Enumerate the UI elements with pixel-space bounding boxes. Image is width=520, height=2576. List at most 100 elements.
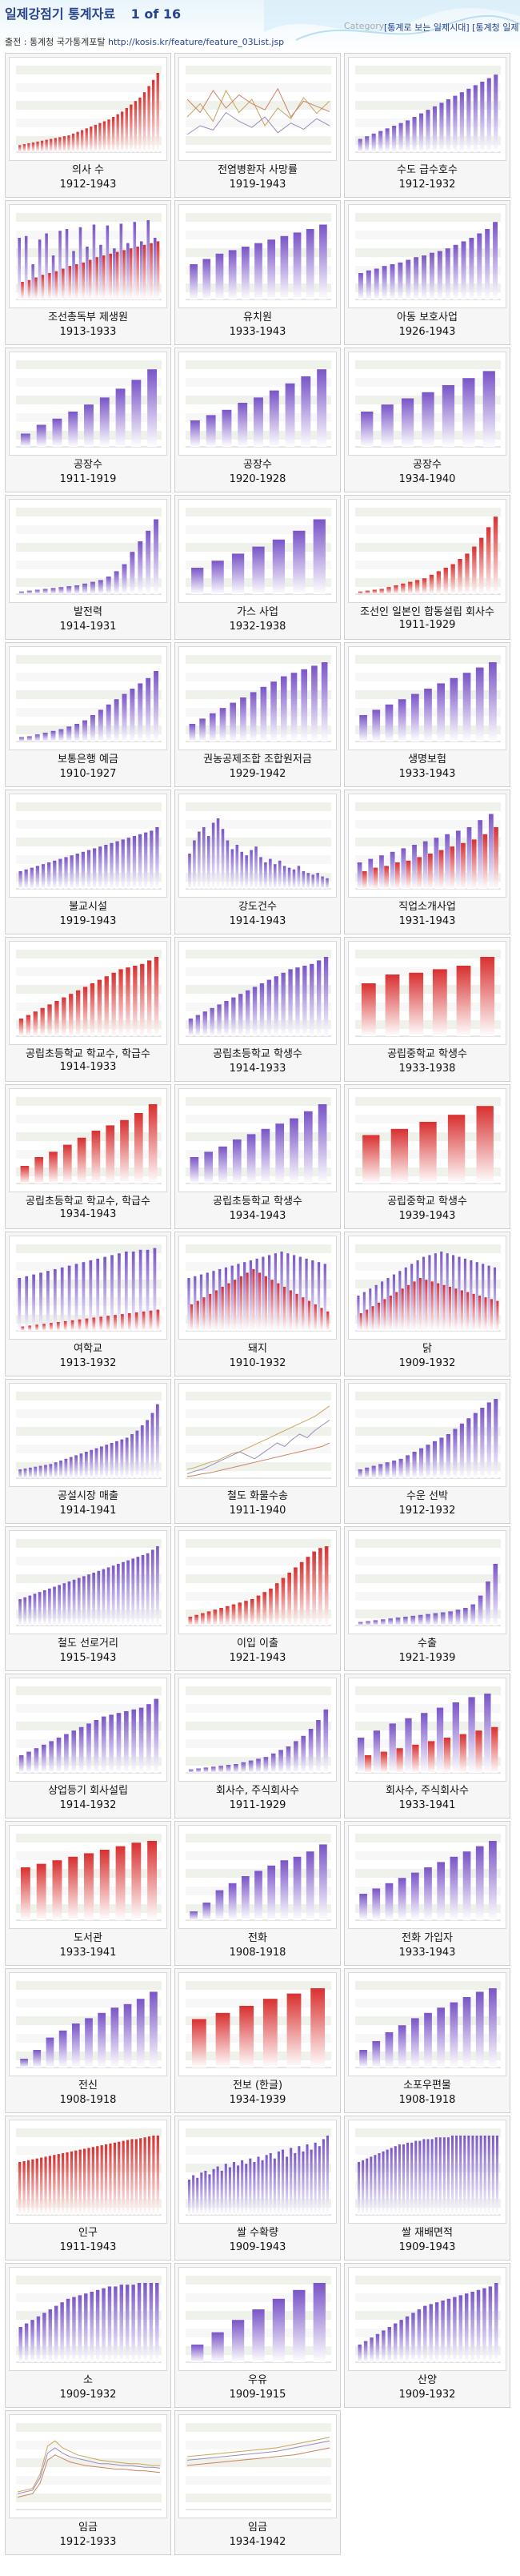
chart-thumbnail[interactable] bbox=[9, 499, 167, 603]
chart-thumbnail[interactable] bbox=[9, 2267, 167, 2371]
chart-caption-title[interactable]: 공립초등학교 학교수, 학급수 1934-1943 bbox=[26, 1196, 150, 1220]
chart-tile[interactable]: 쌀 재배면적 1909-1943 bbox=[344, 2116, 510, 2261]
chart-caption-title[interactable]: 공장수 bbox=[413, 459, 442, 471]
chart-caption-title[interactable]: 공립초등학교 학생수 bbox=[213, 1048, 302, 1060]
chart-thumbnail[interactable] bbox=[348, 941, 506, 1045]
chart-thumbnail[interactable] bbox=[9, 1678, 167, 1782]
chart-thumbnail[interactable] bbox=[348, 1678, 506, 1782]
chart-tile[interactable]: 직업소개사업 1931-1943 bbox=[344, 790, 510, 934]
chart-thumbnail[interactable] bbox=[348, 1088, 506, 1192]
chart-thumbnail[interactable] bbox=[9, 2414, 167, 2518]
chart-tile[interactable]: 수도 급수호수 1912-1932 bbox=[344, 53, 510, 198]
chart-thumbnail[interactable] bbox=[348, 352, 506, 456]
chart-tile[interactable]: 공장수 1934-1940 bbox=[344, 348, 510, 492]
chart-thumbnail[interactable] bbox=[348, 794, 506, 898]
chart-tile[interactable]: 전보 (한글) 1934-1939 bbox=[174, 1968, 341, 2113]
chart-thumbnail[interactable] bbox=[178, 1383, 337, 1487]
chart-thumbnail[interactable] bbox=[178, 2414, 337, 2518]
chart-tile[interactable]: 쌀 수확량 1909-1943 bbox=[174, 2116, 341, 2261]
chart-thumbnail[interactable] bbox=[9, 352, 167, 456]
chart-caption-title[interactable]: 전보 (한글) bbox=[232, 2080, 283, 2092]
chart-thumbnail[interactable] bbox=[9, 204, 167, 308]
chart-tile[interactable]: 공립초등학교 학교수, 학급수 1914-1933 bbox=[5, 937, 171, 1082]
chart-tile[interactable]: 상업등기 회사설립 1914-1932 bbox=[5, 1674, 171, 1818]
chart-thumbnail[interactable] bbox=[178, 1088, 337, 1192]
chart-tile[interactable]: 조선인 일본인 합동설립 회사수 1911-1929 bbox=[344, 495, 510, 640]
chart-thumbnail[interactable] bbox=[9, 794, 167, 898]
chart-caption-title[interactable]: 강도건수 bbox=[238, 901, 277, 913]
chart-tile[interactable]: 공립초등학교 학생수 1914-1933 bbox=[174, 937, 341, 1082]
chart-caption-title[interactable]: 소포우편물 bbox=[403, 2080, 451, 2092]
chart-tile[interactable]: 여학교 1913-1932 bbox=[5, 1232, 171, 1376]
chart-caption-title[interactable]: 회사수, 주식회사수 bbox=[386, 1785, 469, 1797]
chart-caption-title[interactable]: 공립초등학교 학교수, 학급수 1914-1933 bbox=[26, 1048, 150, 1073]
chart-caption-title[interactable]: 임금 bbox=[78, 2522, 98, 2534]
chart-thumbnail[interactable] bbox=[178, 1678, 337, 1782]
chart-tile[interactable]: 공립중학교 학생수 1939-1943 bbox=[344, 1084, 510, 1229]
chart-thumbnail[interactable] bbox=[178, 57, 337, 161]
chart-caption-title[interactable]: 수출 bbox=[418, 1638, 437, 1650]
chart-thumbnail[interactable] bbox=[9, 646, 167, 750]
chart-caption-title[interactable]: 공립중학교 학생수 bbox=[387, 1196, 467, 1208]
chart-tile[interactable]: 철도 선로거리 1915-1943 bbox=[5, 1526, 171, 1671]
chart-tile[interactable]: 생명보험 1933-1943 bbox=[344, 642, 510, 787]
chart-caption-title[interactable]: 전신 bbox=[78, 2080, 98, 2092]
chart-caption-title[interactable]: 수도 급수호수 bbox=[397, 164, 458, 176]
chart-tile[interactable]: 유치원 1933-1943 bbox=[174, 200, 341, 345]
source-link[interactable]: http://kosis.kr/feature/feature_03List.j… bbox=[108, 37, 285, 47]
chart-caption-title[interactable]: 조선인 일본인 합동설립 회사수 1911-1929 bbox=[360, 606, 494, 631]
chart-caption-title[interactable]: 쌀 재배면적 bbox=[402, 2227, 453, 2239]
chart-thumbnail[interactable] bbox=[178, 646, 337, 750]
chart-caption-title[interactable]: 이입 이출 bbox=[237, 1638, 278, 1650]
chart-thumbnail[interactable] bbox=[178, 1825, 337, 1929]
chart-tile[interactable]: 공립초등학교 학생수 1934-1943 bbox=[174, 1084, 341, 1229]
chart-tile[interactable]: 회사수, 주식회사수 1933-1941 bbox=[344, 1674, 510, 1818]
chart-caption-title[interactable]: 불교시설 bbox=[69, 901, 107, 913]
category-link[interactable]: [통계로 보는 일제시대] [통계청 일제 bbox=[384, 22, 519, 33]
chart-caption-title[interactable]: 우유 bbox=[248, 2374, 267, 2386]
chart-thumbnail[interactable] bbox=[178, 204, 337, 308]
chart-thumbnail[interactable] bbox=[348, 1825, 506, 1929]
chart-thumbnail[interactable] bbox=[178, 499, 337, 603]
chart-caption-title[interactable]: 쌀 수확량 bbox=[237, 2227, 278, 2239]
chart-thumbnail[interactable] bbox=[9, 57, 167, 161]
chart-thumbnail[interactable] bbox=[178, 1236, 337, 1340]
chart-caption-title[interactable]: 닭 bbox=[422, 1343, 432, 1355]
chart-caption-title[interactable]: 회사수, 주식회사수 bbox=[216, 1785, 299, 1797]
chart-thumbnail[interactable] bbox=[348, 1236, 506, 1340]
chart-tile[interactable]: 도서관 1933-1941 bbox=[5, 1821, 171, 1966]
chart-tile[interactable]: 강도건수 1914-1943 bbox=[174, 790, 341, 934]
chart-caption-title[interactable]: 생명보험 bbox=[408, 754, 446, 766]
chart-caption-title[interactable]: 임금 bbox=[248, 2522, 267, 2534]
chart-tile[interactable]: 전신 1908-1918 bbox=[5, 1968, 171, 2113]
chart-caption-title[interactable]: 철도 선로거리 bbox=[58, 1638, 118, 1650]
chart-caption-title[interactable]: 권농공제조합 조합원저금 bbox=[203, 754, 312, 766]
chart-caption-title[interactable]: 공립중학교 학생수 bbox=[387, 1048, 467, 1060]
chart-caption-title[interactable]: 유치원 bbox=[243, 311, 272, 324]
chart-thumbnail[interactable] bbox=[178, 2267, 337, 2371]
chart-thumbnail[interactable] bbox=[178, 1972, 337, 2076]
chart-caption-title[interactable]: 공장수 bbox=[74, 459, 102, 471]
chart-thumbnail[interactable] bbox=[348, 1972, 506, 2076]
chart-thumbnail[interactable] bbox=[348, 646, 506, 750]
chart-caption-title[interactable]: 여학교 bbox=[74, 1343, 102, 1355]
chart-thumbnail[interactable] bbox=[348, 2120, 506, 2224]
chart-tile[interactable]: 공장수 1920-1928 bbox=[174, 348, 341, 492]
chart-tile[interactable]: 산양 1909-1932 bbox=[344, 2263, 510, 2408]
chart-tile[interactable]: 닭 1909-1932 bbox=[344, 1232, 510, 1376]
chart-tile[interactable]: 보통은행 예금 1910-1927 bbox=[5, 642, 171, 787]
chart-thumbnail[interactable] bbox=[9, 2120, 167, 2224]
chart-tile[interactable]: 회사수, 주식회사수 1911-1929 bbox=[174, 1674, 341, 1818]
chart-thumbnail[interactable] bbox=[9, 1530, 167, 1634]
chart-caption-title[interactable]: 전화 bbox=[248, 1932, 267, 1944]
chart-tile[interactable]: 우유 1909-1915 bbox=[174, 2263, 341, 2408]
chart-thumbnail[interactable] bbox=[9, 1825, 167, 1929]
chart-caption-title[interactable]: 산양 bbox=[418, 2374, 437, 2386]
chart-thumbnail[interactable] bbox=[178, 1530, 337, 1634]
chart-caption-title[interactable]: 가스 사업 bbox=[237, 606, 278, 618]
chart-tile[interactable]: 조선총독부 제생원 1913-1933 bbox=[5, 200, 171, 345]
chart-caption-title[interactable]: 의사 수 bbox=[71, 164, 104, 176]
chart-caption-title[interactable]: 조선총독부 제생원 bbox=[48, 311, 128, 324]
chart-caption-title[interactable]: 직업소개사업 bbox=[398, 901, 456, 913]
chart-thumbnail[interactable] bbox=[348, 2267, 506, 2371]
